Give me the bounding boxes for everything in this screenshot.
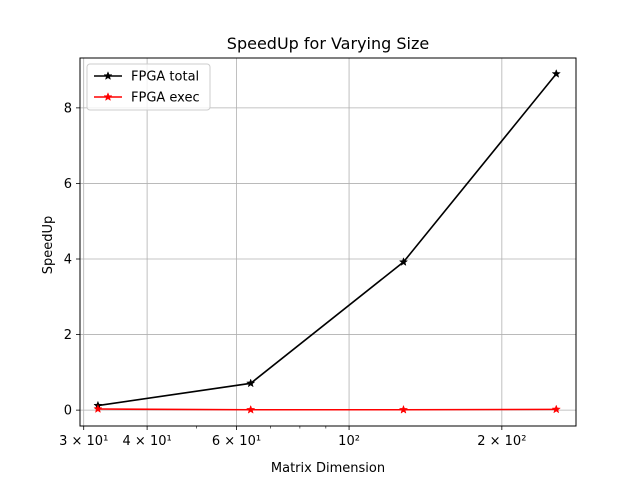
plot-area-frame bbox=[79, 57, 577, 427]
data-point-marker bbox=[93, 404, 103, 413]
series-line bbox=[97, 73, 557, 407]
y-axis-label: SpeedUp bbox=[41, 216, 56, 275]
x-tick-label: 10² bbox=[338, 434, 360, 449]
data-point-marker bbox=[246, 378, 256, 388]
data-point-marker bbox=[551, 404, 561, 414]
chart-title: SpeedUp for Varying Size bbox=[227, 34, 429, 53]
data-point-marker bbox=[246, 404, 256, 414]
plot-series bbox=[93, 68, 561, 414]
x-tick-label: 2 × 10² bbox=[477, 434, 526, 449]
legend: FPGA total FPGA exec bbox=[86, 63, 211, 111]
axes: 0 2 4 6 8 3 × 10¹ 4 × 10¹ 6 × 10¹ 10² 2 × 10² bbox=[59, 101, 526, 449]
data-point-marker bbox=[398, 404, 409, 414]
series-line bbox=[97, 408, 557, 411]
y-tick-label: 8 bbox=[64, 101, 72, 116]
y-tick-label: 2 bbox=[64, 328, 72, 343]
data-point-marker bbox=[398, 257, 409, 266]
legend-marker bbox=[103, 92, 113, 101]
y-tick-label: 0 bbox=[64, 404, 72, 419]
y-tick-label: 4 bbox=[64, 253, 72, 268]
x-tick-label: 4 × 10¹ bbox=[123, 434, 172, 449]
series-0 bbox=[93, 68, 561, 410]
legend-label: FPGA total bbox=[131, 70, 199, 85]
x-axis-label: Matrix Dimension bbox=[271, 461, 385, 476]
data-point-marker bbox=[551, 68, 561, 78]
grid-lines bbox=[80, 58, 576, 426]
legend-label: FPGA exec bbox=[131, 91, 200, 106]
x-tick-label: 3 × 10¹ bbox=[59, 434, 108, 449]
x-tick-label: 6 × 10¹ bbox=[212, 434, 261, 449]
legend-marker bbox=[103, 71, 113, 80]
y-tick-label: 6 bbox=[64, 177, 72, 192]
series-1 bbox=[93, 404, 561, 414]
